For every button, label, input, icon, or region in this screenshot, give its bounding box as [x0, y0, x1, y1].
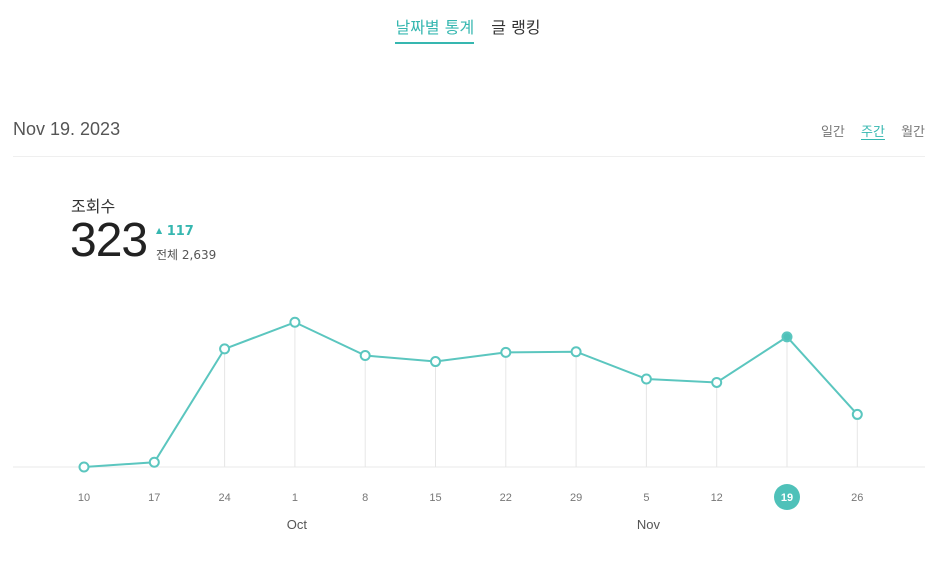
x-tick-label-24: 24 — [218, 492, 230, 504]
tab-date-stats[interactable]: 날짜별 통계 — [395, 14, 475, 44]
period-weekly[interactable]: 주간 — [861, 125, 885, 140]
tab-post-ranking[interactable]: 글 랭킹 — [491, 18, 541, 37]
data-point-17 — [148, 456, 160, 468]
period-monthly[interactable]: 월간 — [901, 125, 925, 140]
data-point-19 — [781, 331, 793, 343]
selected-date: Nov 19. 2023 — [13, 119, 121, 139]
x-tick-label-5: 5 — [643, 492, 649, 504]
metric-total: 전체 2,639 — [156, 248, 217, 262]
selected-tick-highlight — [774, 484, 800, 510]
data-point-26 — [851, 408, 863, 420]
metric-delta-value: 117 — [166, 224, 194, 239]
data-point-22 — [500, 346, 512, 358]
month-label-oct: Oct — [287, 517, 308, 532]
x-tick-label-26: 26 — [851, 492, 863, 504]
x-tick-label-29: 29 — [570, 492, 582, 504]
x-tick-label-15: 15 — [429, 492, 441, 504]
x-tick-label-12: 12 — [711, 492, 723, 504]
month-label-nov: Nov — [637, 517, 661, 532]
x-tick-label-22: 22 — [500, 492, 512, 504]
x-tick-label-10: 10 — [78, 492, 90, 504]
x-tick-label-1: 1 — [292, 492, 298, 504]
data-point-5 — [640, 373, 652, 385]
tabs-bar: 날짜별 통계 글 랭킹 — [0, 14, 936, 44]
metric-label: 조회수 — [71, 197, 116, 216]
data-point-24 — [219, 343, 231, 355]
x-tick-label-17: 17 — [148, 492, 160, 504]
x-tick-label-19: 19 — [781, 492, 793, 504]
series-line — [83, 321, 859, 468]
metric-value: 323 — [70, 214, 148, 267]
up-arrow-icon: ▲ — [156, 226, 163, 235]
period-daily[interactable]: 일간 — [820, 125, 845, 140]
period-selector: 일간 주간 월간 — [809, 121, 925, 140]
metric-delta: ▲ 117 — [156, 224, 194, 239]
data-point-15 — [430, 356, 441, 368]
data-point-1 — [289, 316, 301, 328]
x-tick-label-8: 8 — [362, 492, 368, 504]
data-point-12 — [711, 376, 723, 388]
data-point-8 — [359, 350, 371, 362]
data-point-29 — [570, 346, 582, 358]
header-divider — [13, 156, 925, 157]
data-point-10 — [78, 461, 90, 473]
